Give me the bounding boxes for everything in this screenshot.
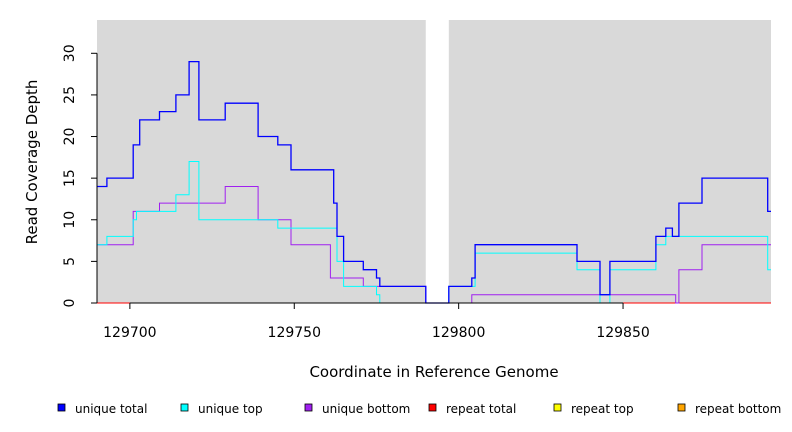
legend-item: repeat bottom	[677, 402, 781, 416]
legend-swatch	[304, 403, 313, 412]
legend-label: repeat top	[571, 402, 634, 416]
y-tick-label: 0	[62, 299, 78, 308]
legend-item: unique total	[57, 402, 147, 416]
legend-swatch	[180, 403, 189, 412]
legend-label: unique bottom	[322, 402, 410, 416]
x-tick-label: 129700	[103, 325, 156, 341]
y-tick-label: 5	[62, 257, 78, 266]
x-axis-label: Coordinate in Reference Genome	[309, 363, 558, 381]
x-tick-label: 129850	[596, 325, 649, 341]
legend-label: repeat bottom	[695, 402, 781, 416]
series-unique-total	[97, 60, 771, 304]
legend-swatch	[57, 403, 66, 412]
x-axis: 129700 129750 129800 129850	[103, 302, 650, 341]
legend-swatch	[428, 403, 437, 412]
legend-swatch	[553, 403, 562, 412]
y-tick-label: 25	[62, 86, 78, 104]
x-tick-label: 129800	[432, 325, 485, 341]
legend-item: repeat top	[553, 402, 634, 416]
y-tick-label: 15	[62, 169, 78, 187]
legend-item: repeat total	[428, 402, 516, 416]
legend-swatch	[677, 403, 686, 412]
legend: unique total unique top unique bottom repea…	[57, 402, 781, 416]
gap-band	[425, 20, 449, 303]
series-unique-bottom	[97, 186, 771, 304]
legend-label: repeat total	[446, 402, 516, 416]
legend-item: unique bottom	[304, 402, 410, 416]
legend-label: unique total	[75, 402, 147, 416]
y-tick-label: 30	[62, 44, 78, 62]
y-tick-label: 20	[62, 128, 78, 146]
y-axis-label: Read Coverage Depth	[23, 80, 41, 245]
y-axis: 0 5 10 15 20 25 30	[62, 44, 98, 308]
x-tick-label: 129750	[268, 325, 321, 341]
legend-item: unique top	[180, 402, 263, 416]
y-tick-label: 10	[62, 211, 78, 229]
legend-label: unique top	[198, 402, 263, 416]
